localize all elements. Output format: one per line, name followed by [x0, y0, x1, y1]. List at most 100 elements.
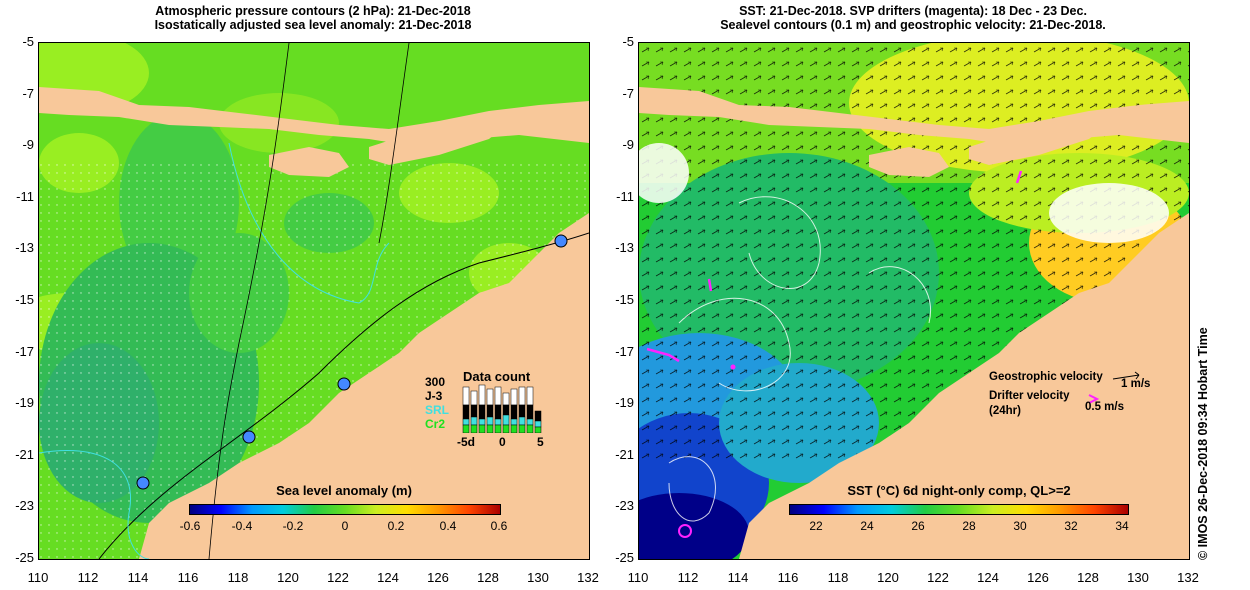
sst-sealevel-contour: [668, 456, 716, 522]
left-lat-tick: -25: [15, 550, 34, 565]
sla-contour: [208, 43, 290, 559]
drifter-velocity-label: Drifter velocity: [989, 390, 1070, 402]
sla-contour: [98, 232, 589, 559]
sst-cbar-label: 24: [860, 519, 874, 533]
right-lat-tick: -23: [615, 498, 634, 514]
right-lon-tick: 110: [627, 570, 649, 585]
sst-cloud: [639, 143, 689, 203]
right-lat-tick: -13: [615, 240, 634, 256]
sst-sealevel-contour: [738, 196, 821, 289]
left-lon-tick: 124: [377, 570, 399, 585]
left-title: Atmospheric pressure contours (2 hPa): 2…: [38, 4, 588, 32]
right-lon-tick: 122: [927, 570, 949, 585]
left-lon-tick: 116: [177, 570, 199, 585]
sst-colorbar-title: SST (°C) 6d night-only comp, QL>=2: [847, 483, 1071, 498]
drifter-track: [730, 364, 736, 370]
drifter-track: [707, 278, 713, 292]
geo-velocity-label: Geostrophic velocity: [989, 371, 1103, 383]
sst-cbar-label: 34: [1115, 519, 1129, 533]
data-count-inset: Data count 300 J-3 SRL Cr2 -5d 0 5: [425, 369, 551, 453]
sst-land-island: [869, 147, 949, 177]
right-lon-tick: 124: [977, 570, 999, 585]
data-count-series-j3: J-3: [425, 389, 443, 403]
tide-gauge-marker: [554, 234, 568, 248]
data-count-ymax: 300: [425, 375, 446, 389]
right-lon-tick: 112: [677, 570, 699, 585]
tide-gauge-marker: [242, 430, 256, 444]
right-lon-tick: 128: [1077, 570, 1099, 585]
sst-sealevel-contour: [678, 297, 791, 392]
sla-land-island: [269, 147, 349, 177]
sla-cbar-label: 0.2: [387, 519, 405, 533]
right-lon-tick: 116: [777, 570, 799, 585]
data-count-series-cr2: Cr2: [425, 417, 446, 431]
sst-cbar-label: 28: [962, 519, 976, 533]
sst-land-island: [969, 119, 1109, 165]
drifter-track: [1015, 170, 1023, 184]
left-lon-tick: 114: [127, 570, 149, 585]
sst-sealevel-contour: [868, 266, 931, 324]
right-lat-tick: -25: [615, 550, 634, 565]
sla-cbar-label: 0.6: [490, 519, 508, 533]
right-title: SST: 21-Dec-2018. SVP drifters (magenta)…: [638, 4, 1188, 32]
right-lat-tick: -9: [622, 137, 634, 153]
right-lon-tick: 130: [1127, 570, 1149, 585]
left-title-line1: Atmospheric pressure contours (2 hPa): 2…: [155, 4, 471, 18]
sla-cbar-label: 0: [341, 519, 349, 533]
sst-cool-blob: [639, 493, 749, 559]
data-count-title: Data count: [463, 369, 531, 384]
right-title-line1: SST: 21-Dec-2018. SVP drifters (magenta)…: [739, 4, 1087, 18]
drifter-track: [678, 524, 692, 538]
tide-gauge-marker: [337, 377, 351, 391]
right-lat-tick: -17: [615, 343, 634, 359]
geo-velocity-scale: 1 m/s: [1121, 378, 1151, 390]
data-count-xlab-minus5: -5d: [457, 435, 475, 449]
left-lon-tick: 110: [27, 570, 49, 585]
sst-cbar-label: 32: [1064, 519, 1078, 533]
right-lon-tick: 126: [1027, 570, 1049, 585]
sst-land-australia: [739, 213, 1189, 559]
right-lat-tick: -5: [622, 34, 634, 49]
sst-cbar-label: 22: [809, 519, 823, 533]
drifter-velocity-sub: (24hr): [989, 405, 1021, 417]
sst-cbar-label: 30: [1013, 519, 1027, 533]
right-lon-tick: 118: [827, 570, 849, 585]
left-title-line2: Isostatically adjusted sea level anomaly…: [154, 18, 472, 32]
tide-gauge-marker: [136, 476, 150, 490]
sla-contour: [228, 142, 390, 304]
left-lat-tick: -5: [22, 34, 34, 49]
sla-contour: [378, 43, 410, 244]
left-lat-tick: -7: [22, 85, 34, 101]
right-lon-tick: 114: [727, 570, 749, 585]
left-lon-tick: 130: [527, 570, 549, 585]
data-count-bars: [462, 384, 542, 433]
left-lat-tick: -23: [15, 498, 34, 514]
left-lat-tick: -11: [16, 188, 34, 204]
sla-cbar-label: -0.2: [282, 519, 304, 533]
sla-land-island: [369, 119, 509, 165]
sla-cbar-label: 0.4: [439, 519, 457, 533]
right-lat-tick: -11: [616, 188, 634, 204]
data-count-xlab-0: 0: [499, 435, 506, 449]
sst-map-svg: [639, 43, 1189, 559]
left-lon-tick: 120: [277, 570, 299, 585]
drifter-velocity-scale: 0.5 m/s: [1085, 401, 1124, 413]
drifter-velocity-scale-arrow: [1088, 394, 1100, 404]
drifter-track: [646, 347, 680, 363]
left-lat-tick: -19: [15, 395, 34, 411]
sla-cbar-label: -0.6: [179, 519, 201, 533]
right-lat-tick: -15: [615, 292, 634, 307]
sst-map[interactable]: Geostrophic velocity 1 m/s Drifter veloc…: [638, 42, 1190, 560]
right-lon-tick: 120: [877, 570, 899, 585]
sst-colorbar: [789, 504, 1129, 515]
right-lat-tick: -21: [615, 446, 634, 462]
sla-land-australia: [139, 213, 589, 559]
sla-colorbar: [189, 504, 501, 515]
sla-map[interactable]: Data count 300 J-3 SRL Cr2 -5d 0 5 Sea l…: [38, 42, 590, 560]
right-lat-tick: -7: [622, 85, 634, 101]
right-title-line2: Sealevel contours (0.1 m) and geostrophi…: [720, 18, 1106, 32]
imos-credit: © IMOS 26-Dec-2018 09:34 Hobart Time: [1196, 327, 1210, 560]
right-lat-tick: -19: [615, 395, 634, 411]
left-lon-tick: 122: [327, 570, 349, 585]
left-lon-tick: 132: [577, 570, 599, 585]
